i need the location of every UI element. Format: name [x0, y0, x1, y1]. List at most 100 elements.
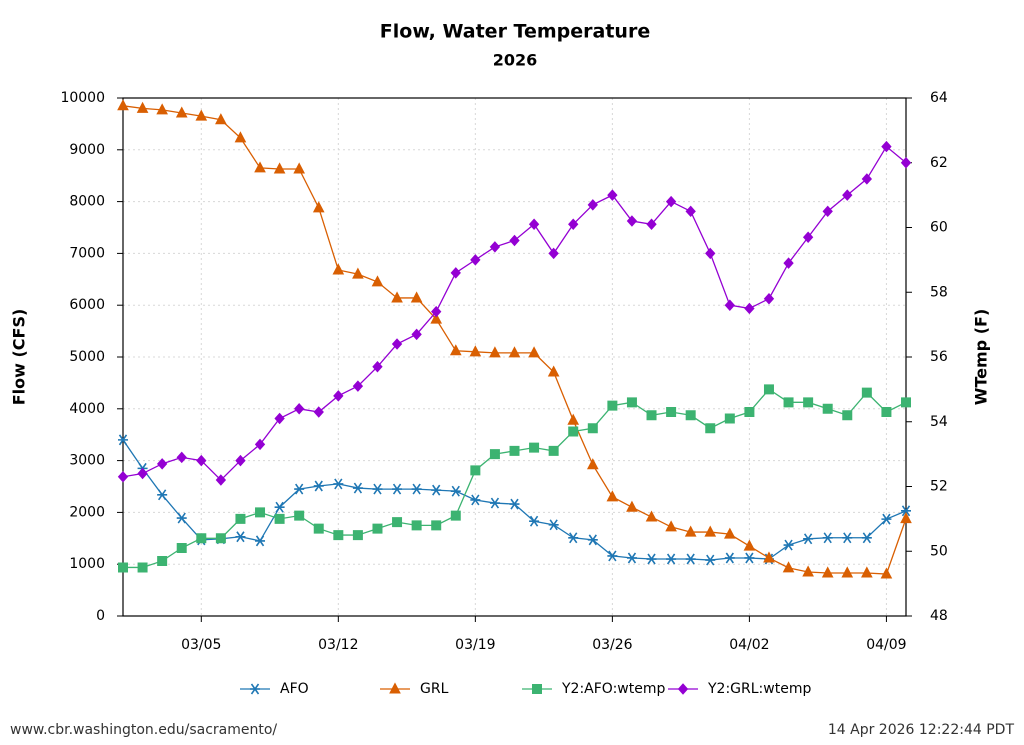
marker [195, 109, 208, 121]
marker [352, 380, 364, 392]
chart-subtitle: 2026 [493, 51, 538, 70]
legend-marker [532, 684, 542, 694]
y2-tick-label: 58 [930, 284, 948, 300]
marker [137, 467, 148, 480]
marker [411, 483, 422, 495]
marker [450, 510, 461, 521]
legend-marker [250, 683, 260, 695]
series-line [123, 388, 907, 569]
marker [352, 482, 363, 494]
marker [118, 562, 128, 573]
marker [294, 510, 305, 521]
marker [372, 360, 383, 373]
marker [881, 407, 892, 418]
marker [352, 530, 363, 541]
chart-title: Flow, Water Temperature [380, 21, 650, 43]
marker [548, 445, 559, 456]
marker [333, 530, 344, 541]
marker [529, 442, 540, 453]
marker [312, 201, 325, 213]
marker [255, 535, 266, 547]
marker [568, 426, 579, 437]
y-tick-label: 2000 [69, 504, 105, 520]
marker [607, 400, 618, 411]
y-tick-label: 7000 [69, 245, 105, 261]
marker [528, 346, 540, 358]
marker [607, 189, 618, 201]
marker [763, 384, 774, 395]
marker [470, 465, 481, 476]
y2-tick-label: 48 [930, 608, 948, 624]
marker [881, 140, 892, 153]
marker [665, 195, 677, 208]
marker [176, 543, 187, 554]
marker [568, 218, 579, 231]
marker [626, 215, 638, 227]
marker [294, 483, 305, 495]
marker [156, 458, 168, 470]
marker [901, 505, 911, 517]
y-tick-label: 1000 [69, 556, 105, 572]
marker [548, 519, 559, 531]
marker [255, 507, 266, 518]
marker [274, 412, 285, 425]
marker [880, 567, 893, 579]
marker [117, 99, 129, 111]
marker [215, 533, 226, 544]
marker [509, 445, 520, 456]
marker [274, 513, 285, 524]
marker [685, 410, 696, 421]
y2-tick-label: 60 [930, 220, 948, 236]
marker [822, 532, 833, 544]
marker [175, 106, 188, 118]
y2-tick-label: 54 [930, 414, 948, 430]
marker [842, 189, 853, 201]
marker [587, 534, 598, 546]
marker [157, 555, 168, 566]
marker [411, 520, 422, 531]
marker [724, 552, 735, 564]
marker [489, 497, 500, 509]
y-tick-label: 4000 [69, 401, 105, 417]
marker [783, 539, 794, 551]
marker [842, 532, 853, 544]
source-link: www.cbr.washington.edu/sacramento/ [10, 722, 277, 738]
x-tick-label: 04/09 [866, 637, 906, 653]
x-tick-label: 03/12 [318, 637, 358, 653]
marker [392, 483, 403, 495]
marker [646, 410, 657, 421]
marker [176, 451, 187, 464]
marker [802, 565, 814, 577]
marker [666, 553, 677, 565]
marker [157, 489, 168, 501]
marker [822, 205, 833, 218]
marker [626, 552, 637, 564]
marker [743, 539, 756, 551]
marker [587, 199, 598, 211]
marker [744, 302, 755, 315]
marker [842, 410, 853, 421]
x-tick-label: 03/19 [455, 637, 495, 653]
marker [607, 550, 618, 562]
x-tick-label: 03/05 [181, 637, 221, 653]
legend-marker [677, 683, 689, 695]
marker [469, 345, 482, 357]
marker [431, 484, 442, 496]
marker [333, 390, 344, 402]
marker [684, 525, 697, 537]
marker [704, 525, 717, 537]
marker [803, 397, 814, 408]
marker [665, 520, 677, 532]
marker [803, 533, 814, 545]
timestamp: 14 Apr 2026 12:22:44 PDT [828, 722, 1015, 738]
marker [254, 438, 266, 451]
marker [391, 291, 403, 303]
marker [861, 532, 872, 544]
marker [783, 397, 794, 408]
plot-frame [122, 97, 907, 617]
marker [450, 485, 461, 497]
marker [392, 517, 403, 528]
marker [509, 234, 520, 247]
marker [646, 553, 657, 565]
y-tick-label: 5000 [69, 349, 105, 365]
